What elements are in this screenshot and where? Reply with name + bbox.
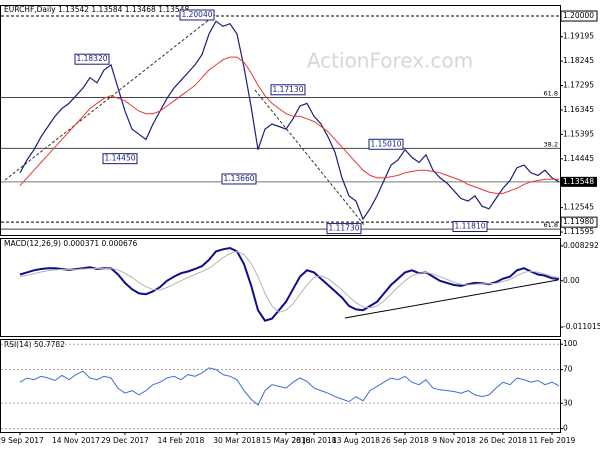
- y-tick-label: 1.14445: [563, 154, 594, 163]
- annotation-label: 1.11730: [328, 224, 359, 233]
- current-price-box: [561, 176, 597, 187]
- annotation-label: 1.20040: [181, 10, 212, 19]
- level-box: [560, 10, 598, 22]
- y-tick-label: 1.17295: [563, 81, 594, 90]
- x-tick-label: 29 Dec 2017: [101, 436, 149, 445]
- y-tick-label: 1.16345: [563, 105, 594, 114]
- y-tick-label: 100: [563, 339, 578, 348]
- y-tick-label: 0.00: [563, 276, 580, 285]
- annotation-label: 1.15010: [370, 139, 401, 148]
- x-tick-label: 11 Feb 2019: [529, 436, 576, 445]
- level-box: [560, 216, 598, 228]
- x-tick-label: 14 Feb 2018: [158, 436, 205, 445]
- annotation-box: [326, 223, 362, 235]
- annotation-box: [74, 53, 110, 65]
- y-tick-label: 1.19195: [563, 32, 594, 41]
- annotation-box: [368, 138, 404, 150]
- current-price-label: 1.13548: [563, 177, 594, 186]
- price-title: EURCHF,Daily 1.13542 1.13584 1.13468 1.1…: [4, 5, 189, 14]
- x-tick-label: 28 Jun 2018: [291, 436, 336, 445]
- y-tick-label: 1.12545: [563, 203, 594, 212]
- annotation-label: 1.14450: [104, 154, 135, 163]
- level-label: 1.11980: [563, 217, 594, 226]
- x-tick-label: 29 Sep 2017: [0, 436, 44, 445]
- y-tick-label: 30: [563, 398, 573, 407]
- series-line: [19, 20, 560, 221]
- trend-line: [4, 14, 216, 181]
- annotation-box: [221, 173, 257, 185]
- series-line: [19, 250, 560, 313]
- x-tick-label: 15 May 2018: [262, 436, 311, 445]
- x-tick-label: 13 Aug 2018: [332, 436, 380, 445]
- y-tick-label: 1.15395: [563, 129, 594, 138]
- annotation-label: 1.17130: [272, 85, 303, 94]
- series-line: [19, 367, 560, 406]
- level-label: 1.20000: [563, 11, 594, 20]
- y-tick-label: 1.18245: [563, 56, 594, 65]
- price-panel: [0, 5, 561, 236]
- annotation-label: 1.18320: [76, 54, 107, 63]
- watermark: ActionForex.com: [307, 49, 473, 73]
- y-tick-label: 70: [563, 365, 573, 374]
- annotation-box: [102, 153, 138, 165]
- trend-line: [254, 89, 366, 227]
- rsi-panel: [0, 339, 561, 433]
- series-line: [19, 56, 559, 194]
- x-tick-label: 9 Nov 2018: [432, 436, 475, 445]
- annotation-label: 1.13660: [223, 174, 254, 183]
- fib-label: 61.8: [544, 89, 558, 97]
- x-tick-label: 26 Sep 2018: [381, 436, 429, 445]
- macd-trend-line: [344, 279, 559, 319]
- macd-title: MACD(12,26,9) 0.000371 0.000676: [4, 239, 138, 248]
- x-tick-label: 30 Mar 2018: [213, 436, 261, 445]
- annotation-box: [452, 221, 488, 233]
- annotation-box: [179, 9, 215, 21]
- y-tick-label: 1.11595: [563, 227, 594, 236]
- annotation-box: [270, 84, 306, 96]
- macd-panel: [0, 238, 561, 337]
- x-tick-label: 14 Nov 2017: [52, 436, 100, 445]
- y-tick-label: -0.011015: [563, 322, 600, 331]
- annotation-label: 1.11810: [454, 222, 485, 231]
- x-tick-label: 26 Dec 2018: [479, 436, 527, 445]
- y-tick-label: 0.008292: [563, 241, 599, 250]
- fib-label: 61.8: [544, 221, 558, 229]
- fib-label: 38.2: [544, 140, 558, 148]
- y-tick-label: 0: [563, 424, 568, 433]
